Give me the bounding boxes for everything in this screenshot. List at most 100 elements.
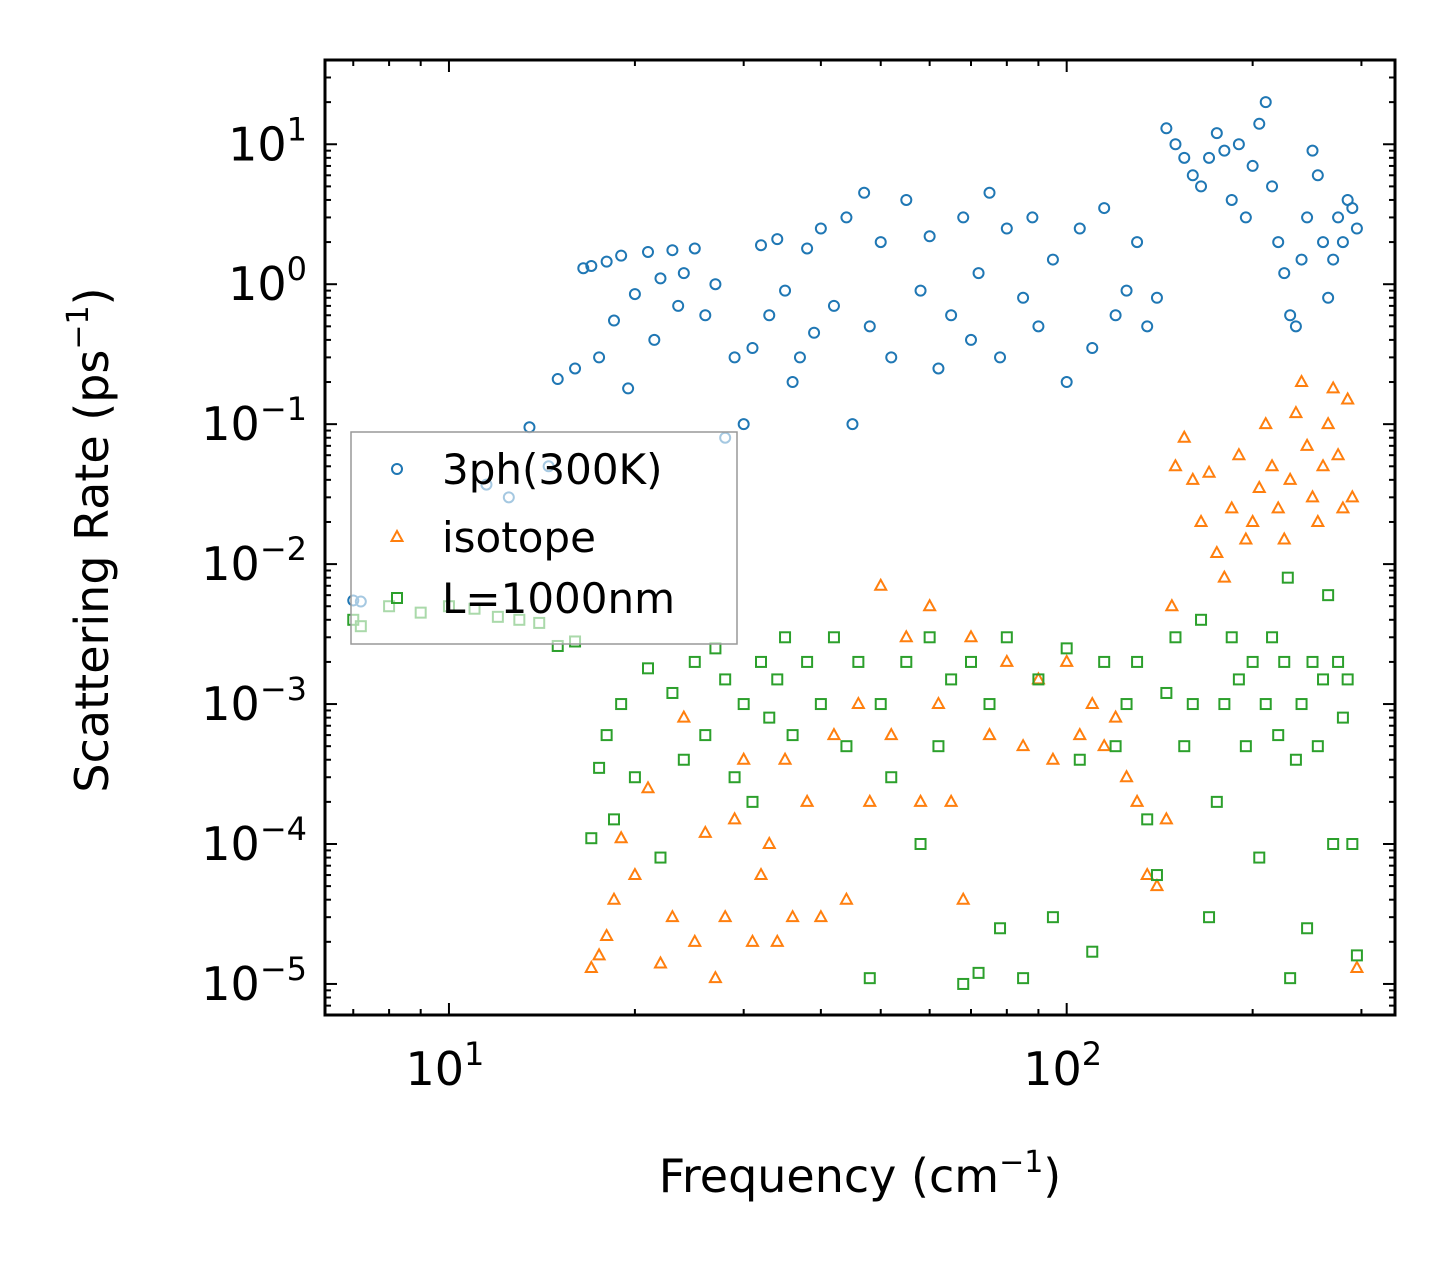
data-point (613, 830, 629, 844)
data-point (1060, 642, 1073, 655)
data-point (665, 909, 680, 923)
data-point (1301, 211, 1314, 224)
data-point (607, 813, 620, 826)
data-point (1186, 169, 1199, 182)
data-point (874, 236, 887, 249)
data-point (1246, 655, 1259, 668)
data-point (672, 299, 685, 312)
data-point (1317, 236, 1330, 249)
data-point (1238, 531, 1254, 545)
plot-frame (323, 58, 1397, 1017)
data-point (1310, 513, 1326, 527)
data-point (1000, 222, 1013, 235)
data-point (1000, 631, 1013, 644)
data-point (1320, 416, 1336, 430)
y-tick-label: 10−2 (201, 530, 307, 591)
data-point (1332, 655, 1345, 668)
legend-label: isotope (442, 513, 596, 562)
data-point (932, 740, 945, 753)
data-point (1284, 309, 1297, 322)
data-point (1258, 416, 1273, 430)
data-point (1098, 655, 1111, 668)
data-point (1305, 489, 1320, 503)
data-point (840, 211, 853, 224)
data-point (1203, 911, 1216, 924)
data-point (884, 727, 899, 741)
data-point (1253, 851, 1266, 864)
data-point (1346, 202, 1359, 215)
data-point (852, 655, 865, 668)
data-point (1120, 698, 1133, 711)
data-point (687, 933, 702, 947)
data-point (1315, 458, 1331, 472)
data-point (615, 698, 628, 711)
data-point (1072, 727, 1087, 741)
data-point (994, 922, 1007, 935)
data-point (1120, 284, 1133, 297)
data-point (814, 222, 827, 235)
data-point (932, 362, 945, 375)
data-point (728, 771, 741, 784)
data-point (1164, 598, 1180, 612)
data-point (777, 751, 793, 765)
data-point (863, 320, 876, 333)
data-point (999, 653, 1015, 667)
data-point (1281, 571, 1294, 584)
y-tick-label: 100 (228, 250, 307, 311)
data-point (1253, 117, 1266, 130)
data-point (577, 262, 590, 275)
y-tick-label: 10−3 (201, 670, 307, 731)
data-point (779, 284, 792, 297)
data-point (1259, 698, 1272, 711)
data-point (1129, 793, 1145, 807)
data-point (972, 966, 985, 979)
data-point (786, 729, 799, 742)
data-point (585, 832, 598, 845)
data-point (1141, 813, 1154, 826)
data-point (1271, 500, 1286, 514)
data-point (957, 211, 970, 224)
data-point (771, 673, 784, 686)
data-point (1332, 211, 1345, 224)
legend-entry: L=1000nm (391, 574, 675, 623)
data-point (1317, 673, 1330, 686)
data-point (593, 761, 606, 774)
series-0 (347, 96, 1363, 608)
data-point (1178, 740, 1191, 753)
data-point (827, 299, 840, 312)
data-point (628, 771, 641, 784)
data-point (1195, 180, 1208, 193)
data-point (972, 267, 985, 280)
data-point (1032, 673, 1045, 686)
data-point (1218, 144, 1231, 157)
x-axis: 101 102 (406, 1035, 1103, 1096)
data-point (1266, 180, 1279, 193)
data-point (1341, 673, 1354, 686)
data-point (1266, 631, 1279, 644)
data-point (846, 418, 859, 431)
data-point (1045, 751, 1061, 765)
data-point (676, 709, 692, 723)
data-point (763, 711, 776, 724)
data-point (814, 698, 827, 711)
data-point (708, 970, 723, 984)
data-point (755, 239, 768, 252)
data-point (931, 695, 946, 710)
data-point (1185, 471, 1200, 485)
data-point (1336, 236, 1349, 249)
data-point (1060, 376, 1073, 389)
data-point (1252, 479, 1267, 493)
data-point (1259, 96, 1272, 109)
data-point (863, 972, 876, 985)
data-point (1282, 471, 1298, 485)
data-point (1210, 127, 1223, 140)
x-axis-title: Frequency (cm−1) (659, 1145, 1062, 1203)
data-point (1224, 500, 1239, 514)
data-point (964, 333, 977, 346)
data-point (785, 909, 800, 923)
data-point (1177, 429, 1192, 443)
data-point (914, 838, 927, 851)
data-point (1330, 447, 1346, 461)
data-point (1264, 458, 1280, 472)
